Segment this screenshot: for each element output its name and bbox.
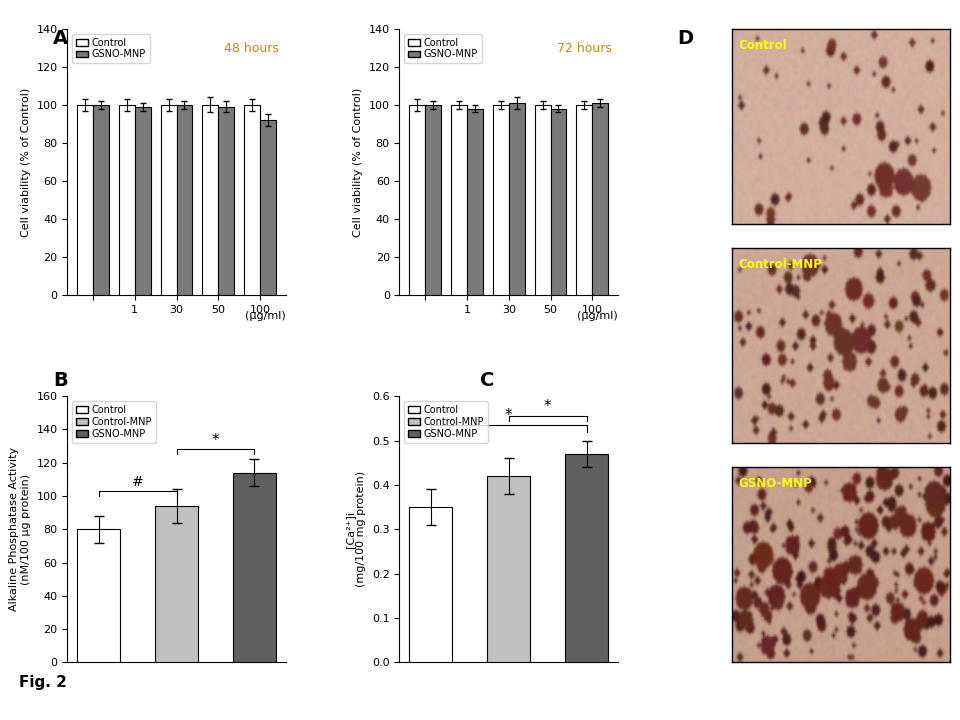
Text: *: *	[211, 433, 219, 448]
Bar	[492, 105, 509, 295]
Bar	[93, 105, 108, 295]
Bar	[203, 105, 218, 295]
Bar	[409, 507, 452, 662]
Text: *: *	[544, 400, 552, 415]
Bar	[77, 529, 120, 662]
Y-axis label: [Ca²⁺]i
(mg/100 mg protein): [Ca²⁺]i (mg/100 mg protein)	[345, 471, 367, 588]
Text: Control: Control	[738, 39, 787, 52]
Bar	[565, 454, 609, 662]
Y-axis label: Cell viability (% of Control): Cell viability (% of Control)	[353, 87, 363, 237]
Bar	[488, 476, 530, 662]
Legend: Control, GSNO-MNP: Control, GSNO-MNP	[404, 34, 482, 63]
Y-axis label: Cell viability (% of Control): Cell viability (% of Control)	[21, 87, 31, 237]
Text: (μg/ml): (μg/ml)	[577, 311, 618, 321]
Text: (μg/ml): (μg/ml)	[245, 311, 286, 321]
Text: Fig. 2: Fig. 2	[19, 675, 67, 690]
Text: #: #	[132, 475, 143, 490]
Text: 48 hours: 48 hours	[225, 42, 279, 55]
Text: Control-MNP: Control-MNP	[738, 258, 822, 271]
Bar	[156, 506, 198, 662]
Text: 72 hours: 72 hours	[557, 42, 612, 55]
Legend: Control, GSNO-MNP: Control, GSNO-MNP	[72, 34, 150, 63]
Bar	[134, 107, 151, 295]
Bar	[509, 103, 525, 295]
Bar	[218, 107, 234, 295]
Bar	[119, 105, 134, 295]
Bar	[233, 473, 276, 662]
Bar	[177, 105, 192, 295]
Text: D: D	[677, 29, 693, 48]
Bar	[425, 105, 442, 295]
Bar	[451, 105, 468, 295]
Bar	[550, 109, 566, 295]
Bar	[409, 105, 425, 295]
Bar	[77, 105, 93, 295]
Bar	[535, 105, 550, 295]
Bar	[260, 120, 276, 295]
Bar	[592, 103, 609, 295]
Text: C: C	[480, 371, 494, 390]
Bar	[244, 105, 260, 295]
Text: B: B	[53, 371, 67, 390]
Legend: Control, Control-MNP, GSNO-MNP: Control, Control-MNP, GSNO-MNP	[404, 401, 489, 443]
Legend: Control, Control-MNP, GSNO-MNP: Control, Control-MNP, GSNO-MNP	[72, 401, 156, 443]
Bar	[576, 105, 592, 295]
Bar	[468, 109, 483, 295]
Text: *: *	[505, 408, 513, 423]
Bar	[160, 105, 177, 295]
Text: GSNO-MNP: GSNO-MNP	[738, 477, 812, 490]
Y-axis label: Alkaline Phosphatase Activity
(nM/100 μg protein): Alkaline Phosphatase Activity (nM/100 μg…	[10, 447, 31, 611]
Text: A: A	[53, 29, 68, 48]
